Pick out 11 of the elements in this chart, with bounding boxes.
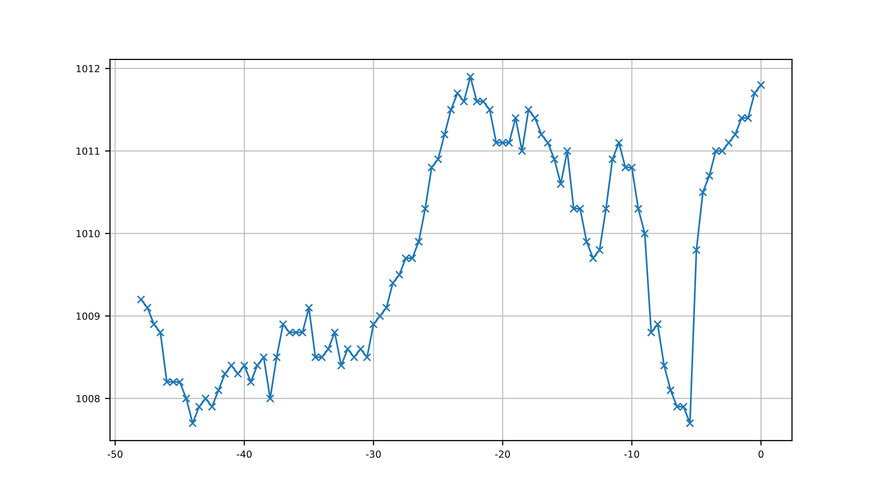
x-tick-label: -50: [108, 450, 122, 458]
y-tick-label: 1012: [76, 64, 100, 72]
x-tick-label: -10: [624, 450, 640, 458]
x-tick-label: -20: [495, 450, 510, 458]
y-tick-label: 1010: [76, 230, 100, 238]
y-tick-label: 1011: [76, 147, 100, 155]
y-tick-label: 1008: [76, 394, 100, 402]
x-tick-label: 0: [758, 450, 764, 458]
x-tick-label: -40: [236, 450, 252, 458]
y-tick-label: 1009: [76, 312, 100, 320]
x-tick-label: -30: [366, 450, 381, 458]
